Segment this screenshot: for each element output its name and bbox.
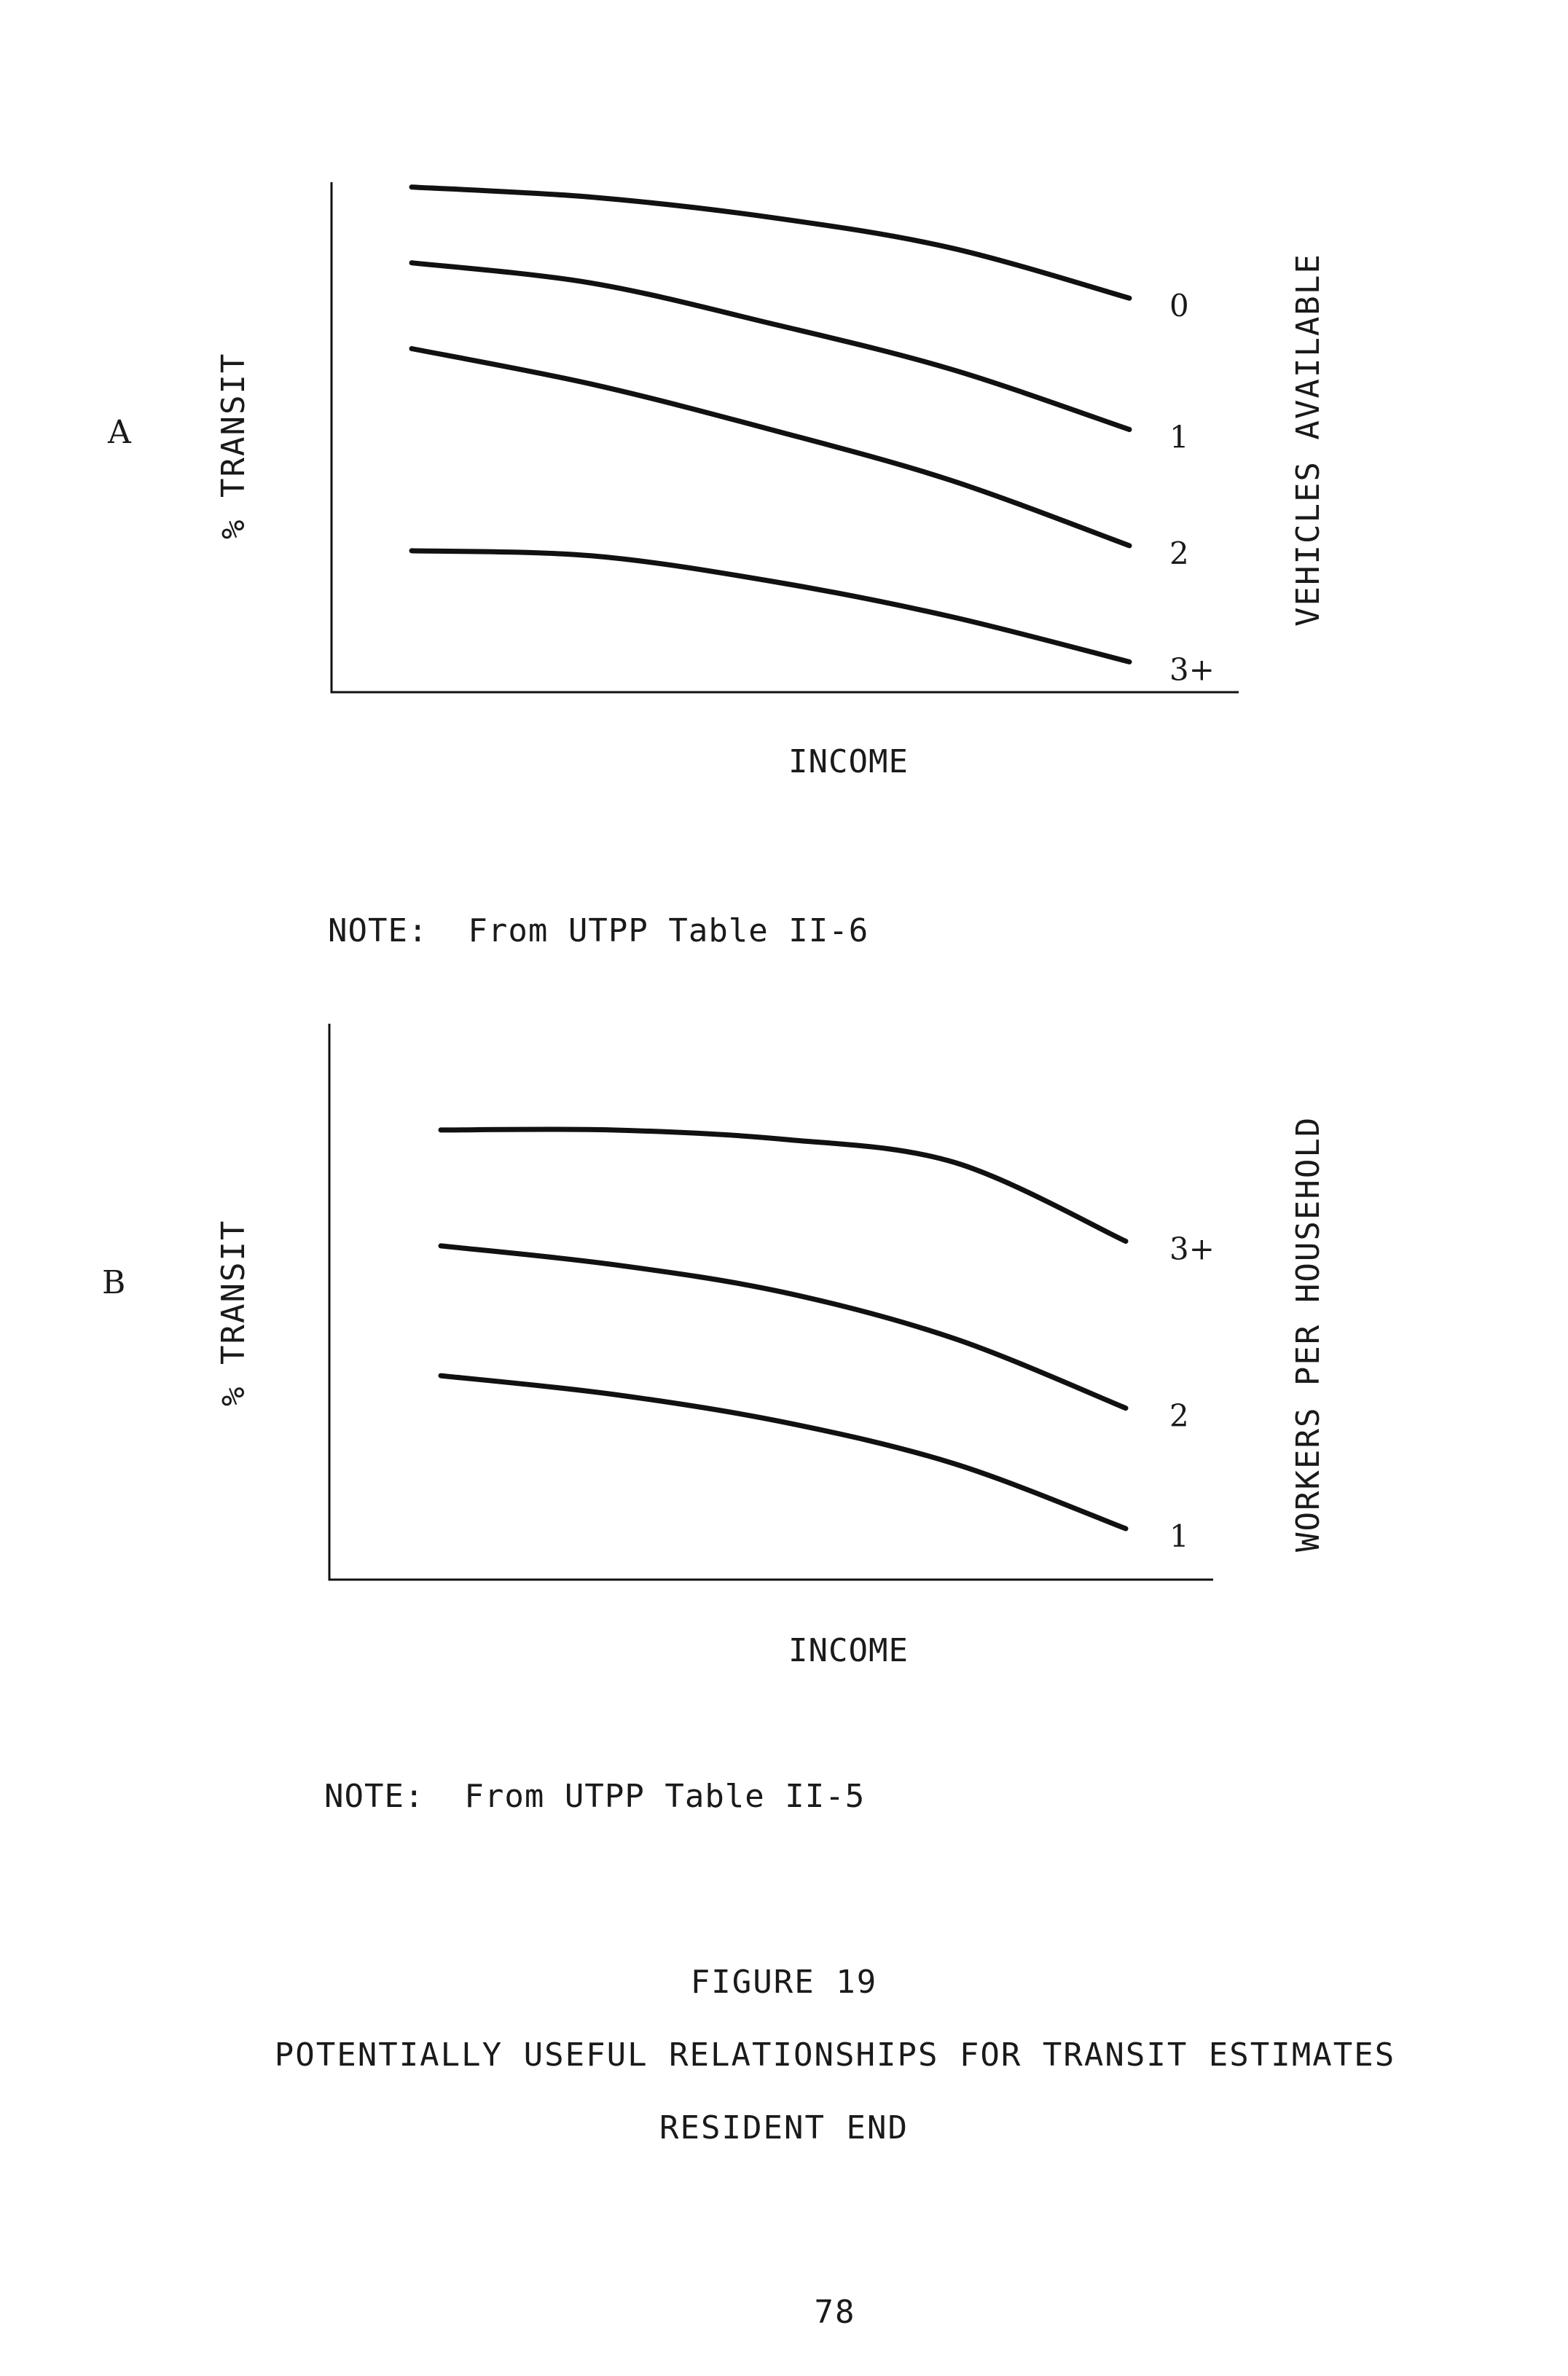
series-label-a-3plus: 3+ xyxy=(1169,651,1215,687)
page-number: 78 xyxy=(814,2294,856,2331)
series-line-a-1 xyxy=(409,260,1132,432)
panel-b-axes xyxy=(328,1024,1213,1581)
figure-caption-line1: POTENTIALLY USEFUL RELATIONSHIPS FOR TRA… xyxy=(274,2036,1396,2074)
series-label-a-0: 0 xyxy=(1169,288,1189,324)
panel-a-xlabel: INCOME xyxy=(788,743,909,780)
series-line-b-2 xyxy=(438,1243,1129,1411)
series-line-b-1 xyxy=(438,1373,1129,1532)
series-label-b-2: 2 xyxy=(1169,1398,1189,1434)
series-line-a-3plus xyxy=(409,548,1132,664)
panel-a-plot: 0 1 2 3+ xyxy=(409,184,1215,687)
figure-caption-line2: RESIDENT END xyxy=(659,2109,909,2146)
panel-a-note: NOTE: From UTPP Table II-6 xyxy=(328,912,869,949)
series-label-b-3plus: 3+ xyxy=(1169,1231,1215,1267)
panel-b-letter: B xyxy=(102,1264,126,1301)
panel-a-letter: A xyxy=(108,414,131,451)
panel-b-plot: 3+ 2 1 xyxy=(438,1126,1215,1554)
series-line-b-3plus xyxy=(438,1126,1129,1244)
series-label-a-1: 1 xyxy=(1169,420,1189,455)
figure-number: FIGURE 19 xyxy=(690,1964,878,2001)
panel-b-note: NOTE: From UTPP Table II-5 xyxy=(324,1778,866,1815)
series-label-a-2: 2 xyxy=(1169,536,1189,571)
series-line-a-0 xyxy=(409,184,1132,301)
series-line-a-2 xyxy=(409,346,1132,549)
panel-b-xlabel: INCOME xyxy=(788,1632,909,1669)
series-label-b-1: 1 xyxy=(1169,1518,1189,1554)
panel-a-axes xyxy=(330,182,1239,694)
